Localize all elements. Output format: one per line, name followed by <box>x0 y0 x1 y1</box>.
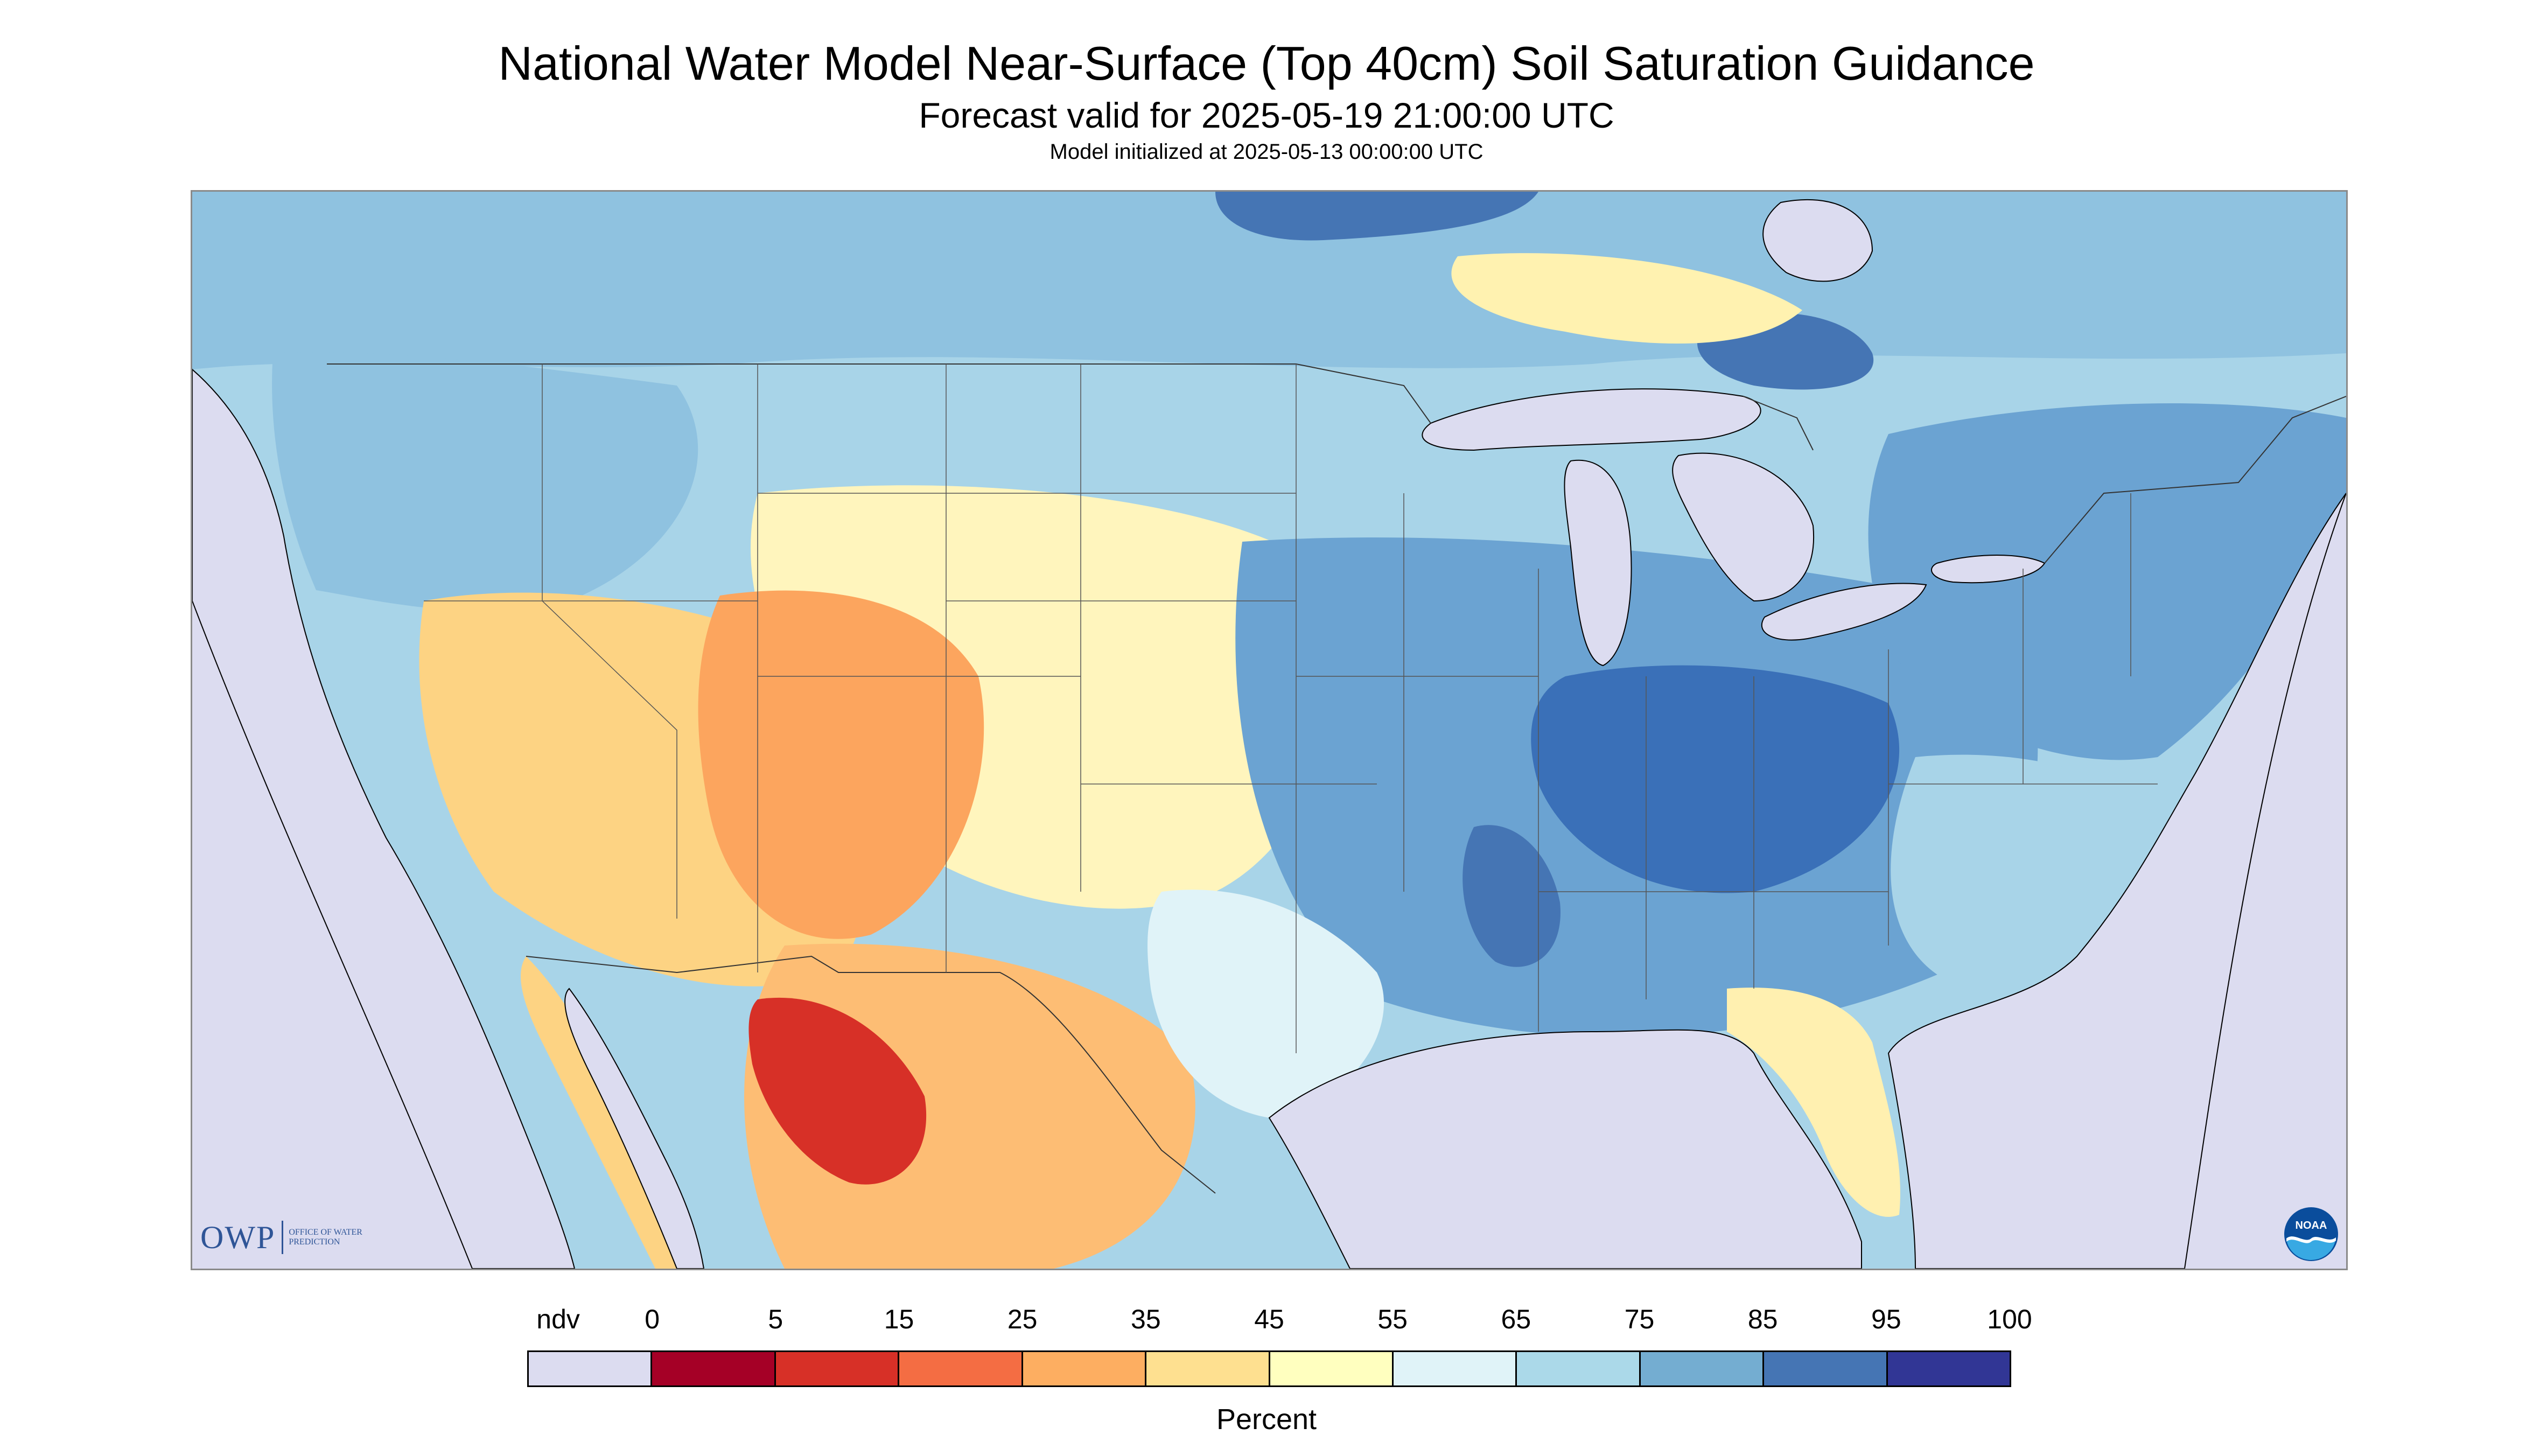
lake-huron <box>1672 452 1815 602</box>
region-florida <box>1727 988 1900 1217</box>
region-ohio-valley <box>1531 665 1900 893</box>
legend-tick-label: 95 <box>1871 1304 1901 1334</box>
legend-tick-label: 25 <box>1007 1304 1038 1334</box>
legend-tick-label: 35 <box>1131 1304 1161 1334</box>
owp-logo: OWP OFFICE OF WATER PREDICTION <box>200 1216 369 1259</box>
legend-tick-label: 55 <box>1377 1304 1408 1334</box>
hudson-bay <box>1762 199 1873 282</box>
region-pacific-northwest <box>272 352 698 611</box>
legend-swatch <box>1270 1352 1394 1385</box>
region-sonora-dry-core <box>748 997 927 1185</box>
legend-units: Percent <box>1216 1403 1317 1436</box>
owp-logo-name: OFFICE OF WATER PREDICTION <box>289 1228 362 1247</box>
legend-tick-label: 85 <box>1747 1304 1778 1334</box>
lake-superior <box>1422 388 1761 451</box>
legend-tick-label: 45 <box>1254 1304 1284 1334</box>
lake-erie <box>1761 583 1927 641</box>
map-title: National Water Model Near-Surface (Top 4… <box>498 37 2035 90</box>
region-canada-dark <box>1215 192 1538 241</box>
region-northeast <box>1868 403 2346 760</box>
region-canada-yellow <box>1451 253 1802 344</box>
atlantic-ocean <box>1887 493 2346 1269</box>
legend-swatch <box>899 1352 1023 1385</box>
owp-logo-mark: OWP <box>200 1219 276 1255</box>
lake-michigan <box>1564 459 1632 667</box>
gulf-of-mexico <box>1268 1029 1862 1269</box>
state-boundaries <box>424 364 2158 1053</box>
legend-swatch <box>1640 1352 1765 1385</box>
legend-swatch <box>1023 1352 1147 1385</box>
pacific-ocean <box>192 368 576 1269</box>
region-four-corners <box>698 590 984 939</box>
legend-swatch <box>1393 1352 1517 1385</box>
legend-swatch <box>1764 1352 1888 1385</box>
legend-tick-label: 0 <box>645 1304 660 1334</box>
lake-ontario <box>1931 555 2046 584</box>
legend-swatch <box>652 1352 776 1385</box>
legend-tick-label: 100 <box>1987 1304 2032 1334</box>
region-mississippi-dark <box>1463 825 1561 967</box>
us-mexico-border <box>526 955 1216 1194</box>
us-canada-border <box>327 363 2346 564</box>
legend-tick-label: ndv <box>536 1304 580 1334</box>
legend-swatch <box>1887 1352 2010 1385</box>
legend-swatch <box>1146 1352 1270 1385</box>
region-east-texas <box>1147 890 1384 1118</box>
legend-tick-label: 15 <box>884 1304 914 1334</box>
soil-saturation-map[interactable] <box>191 190 2348 1270</box>
legend-tick-label: 5 <box>768 1304 783 1334</box>
noaa-logo-text: NOAA <box>2296 1220 2327 1231</box>
legend-swatch <box>529 1352 653 1385</box>
legend-tick-label: 65 <box>1501 1304 1531 1334</box>
legend-tick-labels: ndv 0 5 15 25 35 45 55 65 75 85 95 100 <box>0 1303 2533 1341</box>
legend-tick-label: 75 <box>1624 1304 1655 1334</box>
owp-logo-divider <box>282 1221 284 1254</box>
forecast-valid-time: Forecast valid for 2025-05-19 21:00:00 U… <box>919 95 1614 135</box>
legend-swatch <box>1517 1352 1641 1385</box>
region-carolinas <box>1891 754 2158 978</box>
noaa-logo: NOAA <box>2284 1207 2338 1261</box>
model-init-time: Model initialized at 2025-05-13 00:00:00… <box>1049 140 1484 164</box>
gulf-of-california <box>564 988 705 1269</box>
legend-swatch <box>775 1352 900 1385</box>
color-legend <box>527 1350 2011 1387</box>
